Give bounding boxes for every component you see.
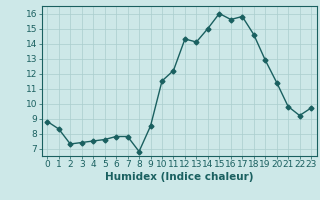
X-axis label: Humidex (Indice chaleur): Humidex (Indice chaleur) (105, 172, 253, 182)
